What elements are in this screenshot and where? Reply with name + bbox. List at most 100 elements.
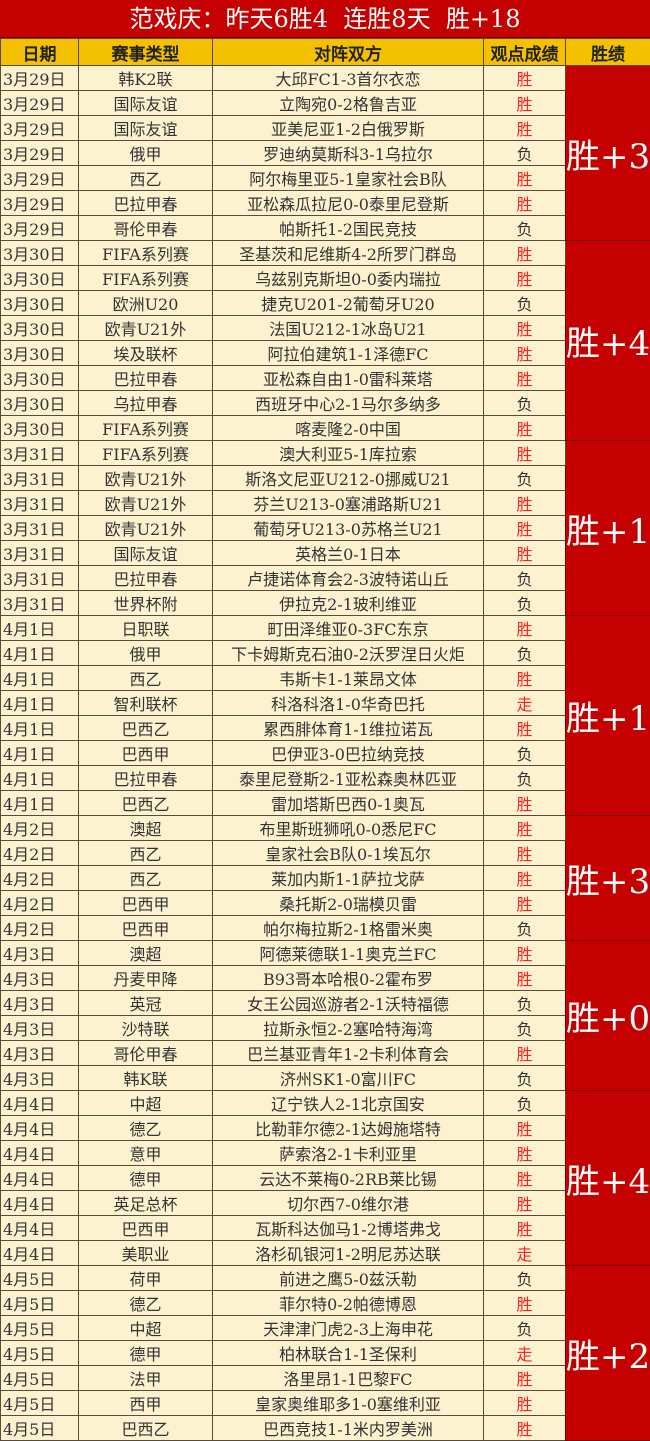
match-type: 国际友谊 bbox=[79, 541, 213, 566]
match-result: 胜 bbox=[484, 1166, 566, 1191]
match-type: 意甲 bbox=[79, 1141, 213, 1166]
match-teams: 皇家奥维耶多1-0塞维利亚 bbox=[213, 1391, 484, 1416]
match-result: 胜 bbox=[484, 666, 566, 691]
match-teams: 巴西竞技1-1米内罗美洲 bbox=[213, 1416, 484, 1441]
match-result: 胜 bbox=[484, 91, 566, 116]
match-teams: 韦斯卡1-1莱昂文体 bbox=[213, 666, 484, 691]
match-type: 日职联 bbox=[79, 616, 213, 641]
match-type: 欧青U21外 bbox=[79, 316, 213, 341]
match-date: 3月31日 bbox=[1, 566, 79, 591]
match-teams: 町田泽维亚0-3FC东京 bbox=[213, 616, 484, 641]
match-result: 走 bbox=[484, 1341, 566, 1366]
match-type: 韩K联 bbox=[79, 1066, 213, 1091]
match-type: 美职业 bbox=[79, 1241, 213, 1266]
table-row: 4月4日英足总杯切尔西7-0维尔港胜 bbox=[1, 1191, 650, 1216]
match-result: 负 bbox=[484, 1316, 566, 1341]
match-type: 英冠 bbox=[79, 991, 213, 1016]
match-type: 韩K2联 bbox=[79, 66, 213, 91]
match-type: 俄甲 bbox=[79, 141, 213, 166]
table-row: 3月29日国际友谊立陶宛0-2格鲁吉亚胜 bbox=[1, 91, 650, 116]
match-type: 巴拉甲春 bbox=[79, 191, 213, 216]
match-result: 胜 bbox=[484, 716, 566, 741]
match-result: 胜 bbox=[484, 1416, 566, 1441]
table-row: 4月5日中超天津津门虎2-3上海申花负 bbox=[1, 1316, 650, 1341]
match-date: 4月3日 bbox=[1, 991, 79, 1016]
match-type: FIFA系列赛 bbox=[79, 266, 213, 291]
header-result: 观点成绩 bbox=[484, 39, 566, 66]
table-row: 4月2日巴西甲帕尔梅拉斯2-1格雷米奥负 bbox=[1, 916, 650, 941]
match-teams: 阿拉伯建筑1-1泽德FC bbox=[213, 341, 484, 366]
match-teams: 阿尔梅里亚5-1皇家社会B队 bbox=[213, 166, 484, 191]
match-teams: 前进之鹰5-0兹沃勒 bbox=[213, 1266, 484, 1291]
table-row: 3月31日国际友谊英格兰0-1日本胜 bbox=[1, 541, 650, 566]
match-teams: 下卡姆斯克石油0-2沃罗涅日火炬 bbox=[213, 641, 484, 666]
match-type: 欧青U21外 bbox=[79, 516, 213, 541]
match-result: 胜 bbox=[484, 1391, 566, 1416]
match-type: FIFA系列赛 bbox=[79, 241, 213, 266]
table-row: 4月5日德乙菲尔特0-2帕德博恩胜 bbox=[1, 1291, 650, 1316]
header-type: 赛事类型 bbox=[79, 39, 213, 66]
table-row: 4月4日美职业洛杉矶银河1-2明尼苏达联走 bbox=[1, 1241, 650, 1266]
match-type: 哥伦甲春 bbox=[79, 1041, 213, 1066]
match-date: 3月30日 bbox=[1, 416, 79, 441]
match-date: 4月1日 bbox=[1, 716, 79, 741]
match-date: 3月29日 bbox=[1, 66, 79, 91]
match-result: 胜 bbox=[484, 116, 566, 141]
match-type: 巴拉甲春 bbox=[79, 766, 213, 791]
match-type: 德乙 bbox=[79, 1291, 213, 1316]
match-result: 胜 bbox=[484, 541, 566, 566]
match-type: 国际友谊 bbox=[79, 116, 213, 141]
match-teams: 拉斯永恒2-2塞哈特海湾 bbox=[213, 1016, 484, 1041]
match-result: 负 bbox=[484, 391, 566, 416]
match-date: 4月4日 bbox=[1, 1116, 79, 1141]
match-date: 3月31日 bbox=[1, 591, 79, 616]
match-type: 德甲 bbox=[79, 1341, 213, 1366]
table-row: 3月29日哥伦甲春帕斯托1-2国民竞技负 bbox=[1, 216, 650, 241]
table-row: 4月4日德甲云达不莱梅0-2RB莱比锡胜 bbox=[1, 1166, 650, 1191]
match-date: 3月29日 bbox=[1, 116, 79, 141]
match-result: 胜 bbox=[484, 166, 566, 191]
match-teams: 帕斯托1-2国民竞技 bbox=[213, 216, 484, 241]
match-result: 胜 bbox=[484, 816, 566, 841]
match-date: 3月30日 bbox=[1, 266, 79, 291]
match-type: 中超 bbox=[79, 1316, 213, 1341]
match-result: 胜 bbox=[484, 516, 566, 541]
match-teams: 亚松森瓜拉尼0-0泰里尼登斯 bbox=[213, 191, 484, 216]
match-result: 胜 bbox=[484, 1116, 566, 1141]
table-row: 4月1日巴西乙雷加塔斯巴西0-1奥瓦胜 bbox=[1, 791, 650, 816]
match-date: 3月29日 bbox=[1, 91, 79, 116]
match-result: 负 bbox=[484, 466, 566, 491]
match-type: FIFA系列赛 bbox=[79, 441, 213, 466]
match-result: 负 bbox=[484, 766, 566, 791]
day-score: 胜+4 bbox=[566, 1091, 650, 1266]
match-type: 智利联杯 bbox=[79, 691, 213, 716]
match-result: 胜 bbox=[484, 616, 566, 641]
table-row: 4月1日巴拉甲春泰里尼登斯2-1亚松森奥林匹亚负 bbox=[1, 766, 650, 791]
day-score: 胜+1 bbox=[566, 616, 650, 816]
match-date: 4月2日 bbox=[1, 816, 79, 841]
match-teams: 洛杉矶银河1-2明尼苏达联 bbox=[213, 1241, 484, 1266]
match-result: 胜 bbox=[484, 316, 566, 341]
match-result: 走 bbox=[484, 1241, 566, 1266]
match-date: 4月1日 bbox=[1, 691, 79, 716]
table-row: 4月2日西乙莱加内斯1-1萨拉戈萨胜 bbox=[1, 866, 650, 891]
match-result: 负 bbox=[484, 741, 566, 766]
match-date: 4月5日 bbox=[1, 1316, 79, 1341]
match-teams: 法国U212-1冰岛U21 bbox=[213, 316, 484, 341]
match-result: 负 bbox=[484, 591, 566, 616]
match-result: 胜 bbox=[484, 1216, 566, 1241]
match-teams: 桑托斯2-0瑞模贝雷 bbox=[213, 891, 484, 916]
match-date: 4月1日 bbox=[1, 766, 79, 791]
match-type: 乌拉甲春 bbox=[79, 391, 213, 416]
match-teams: 阿德莱德联1-1奥克兰FC bbox=[213, 941, 484, 966]
table-row: 3月29日韩K2联大邱FC1-3首尔衣恋胜胜+3 bbox=[1, 66, 650, 91]
match-type: 澳超 bbox=[79, 941, 213, 966]
